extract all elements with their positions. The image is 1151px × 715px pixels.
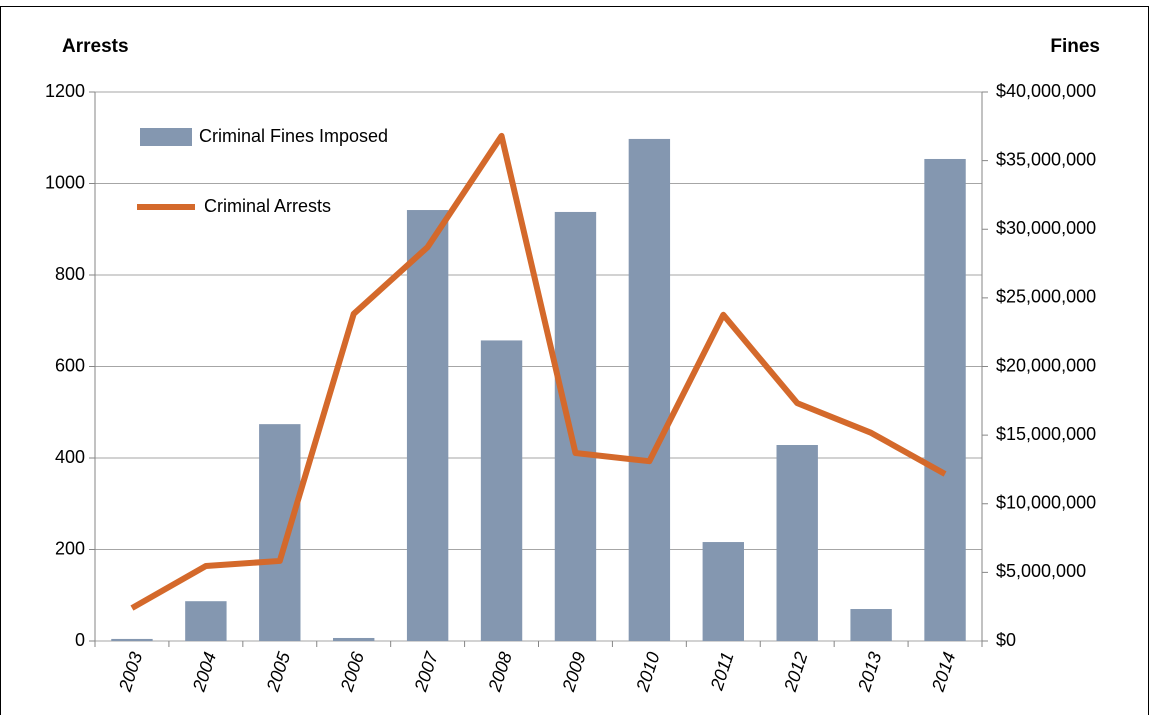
x-tick-label: 2009: [558, 650, 590, 695]
x-tick-label: 2005: [262, 649, 294, 695]
y2-axis-title: Fines: [1050, 36, 1100, 57]
x-tick-label: 2013: [854, 650, 886, 695]
y2-tick-label: $35,000,000: [996, 149, 1096, 169]
bar: [406, 210, 449, 641]
bar: [628, 138, 671, 641]
y2-tick-label: $25,000,000: [996, 287, 1096, 307]
y-tick-label: 1000: [45, 172, 85, 192]
y2-tick-label: $0: [996, 630, 1016, 650]
y2-tick-label: $20,000,000: [996, 355, 1096, 375]
x-tick-label: 2011: [706, 650, 737, 694]
y-tick-label: 1200: [45, 81, 85, 101]
bar: [333, 637, 375, 641]
x-tick-label: 2003: [115, 650, 147, 695]
bar: [259, 424, 301, 641]
bar: [702, 542, 744, 641]
y2-tick-label: $5,000,000: [996, 561, 1086, 581]
y2-tick-label: $40,000,000: [996, 81, 1096, 101]
y-tick-label: 800: [55, 264, 85, 284]
y-tick-label: 600: [55, 355, 85, 375]
bar: [185, 601, 227, 641]
y2-tick-label: $30,000,000: [996, 218, 1096, 238]
y2-tick-label: $15,000,000: [996, 424, 1096, 444]
line: [130, 132, 947, 611]
x-tick-label: 2012: [780, 650, 812, 695]
bar: [554, 211, 597, 642]
bar: [776, 445, 818, 641]
x-tick-label: 2006: [336, 649, 368, 695]
bar: [111, 638, 153, 641]
y-tick-label: 400: [55, 447, 85, 467]
bar: [480, 340, 523, 641]
x-tick-label: 2008: [484, 650, 516, 695]
legend-label: Criminal Fines Imposed: [199, 126, 388, 146]
y-tick-label: 200: [55, 538, 85, 558]
y-axis-title: Arrests: [62, 36, 129, 57]
frame: [0, 6, 1149, 715]
x-tick-label: 2010: [632, 650, 664, 695]
y-tick-label: 0: [75, 630, 85, 650]
legend-label: Criminal Arrests: [204, 196, 331, 216]
x-tick-label: 2004: [188, 650, 220, 695]
bar: [850, 609, 892, 641]
y2-tick-label: $10,000,000: [996, 493, 1096, 513]
legend-swatch: [140, 128, 192, 146]
x-tick-label: 2014: [928, 650, 960, 695]
x-tick-label: 2007: [410, 649, 442, 695]
bar: [924, 158, 966, 641]
